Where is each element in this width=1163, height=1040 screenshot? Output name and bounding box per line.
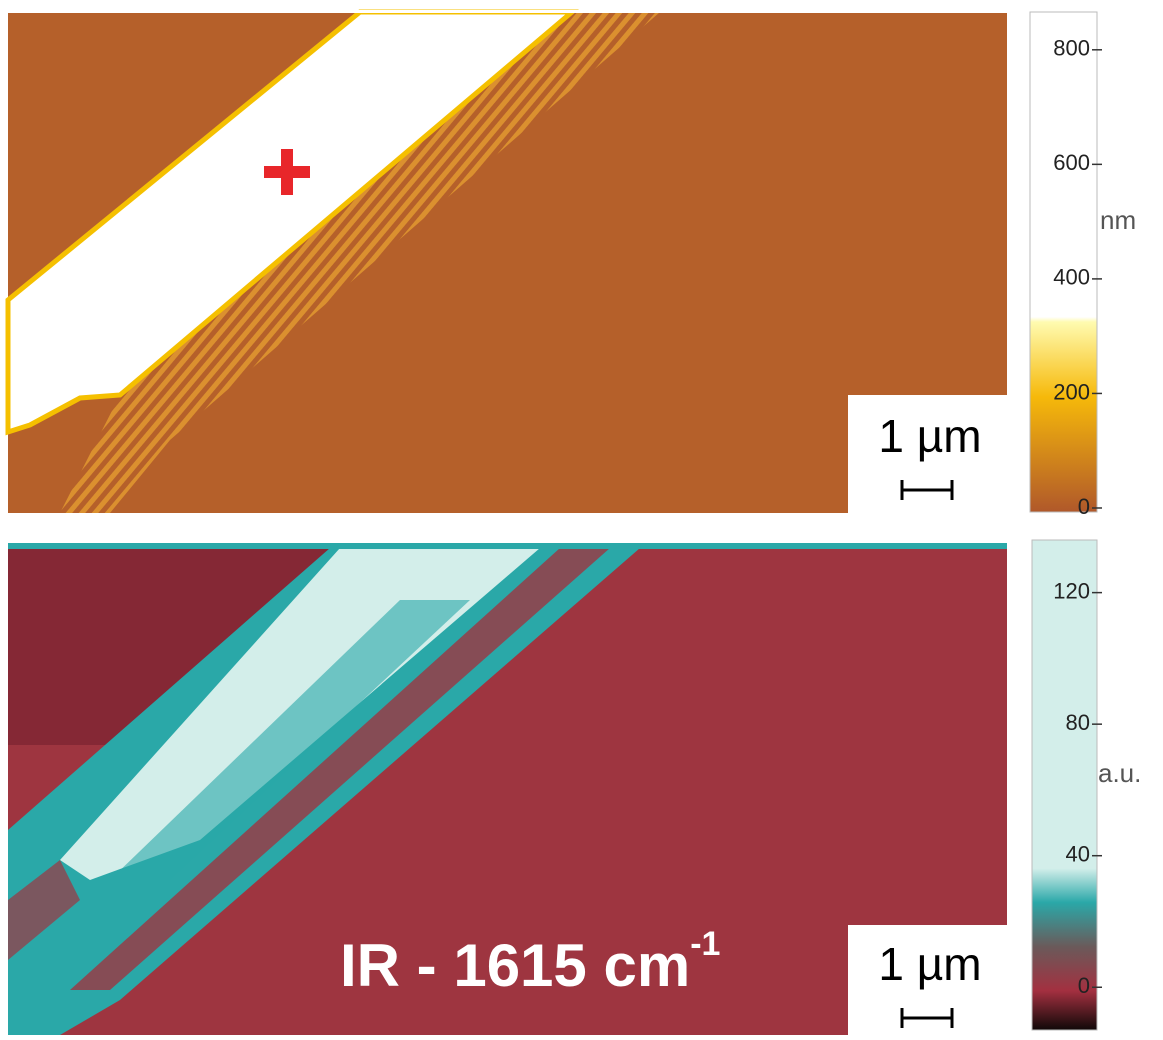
tick-label: 0	[1078, 494, 1090, 519]
figure: 1 µm IR - 1615 cm-1 1 µm nm a.u. 8006004…	[0, 0, 1163, 1035]
scale-bar-label: 1 µm	[878, 410, 981, 462]
tick-label: 200	[1053, 379, 1090, 404]
label-text: IR - 1615 cm	[340, 932, 690, 999]
tick-label: 80	[1066, 710, 1090, 735]
marker	[281, 149, 293, 195]
tick-label: 40	[1066, 842, 1090, 867]
colorbar	[1030, 12, 1097, 512]
scale-bar-label: 1 µm	[878, 938, 981, 990]
topography-panel: 1 µm	[8, 10, 1008, 513]
colorbar	[1032, 540, 1097, 1030]
panel-label: IR - 1615 cm-1	[340, 925, 720, 999]
tick-label: 400	[1053, 265, 1090, 290]
colorbar-unit: a.u.	[1098, 758, 1141, 788]
label-superscript: -1	[690, 925, 720, 963]
tick-label: 600	[1053, 150, 1090, 175]
tick-label: 0	[1078, 973, 1090, 998]
colorbar-unit: nm	[1100, 205, 1136, 235]
ir-panel: IR - 1615 cm-1 1 µm	[8, 543, 1008, 1035]
tick-label: 120	[1053, 578, 1090, 603]
tick-label: 800	[1053, 36, 1090, 61]
